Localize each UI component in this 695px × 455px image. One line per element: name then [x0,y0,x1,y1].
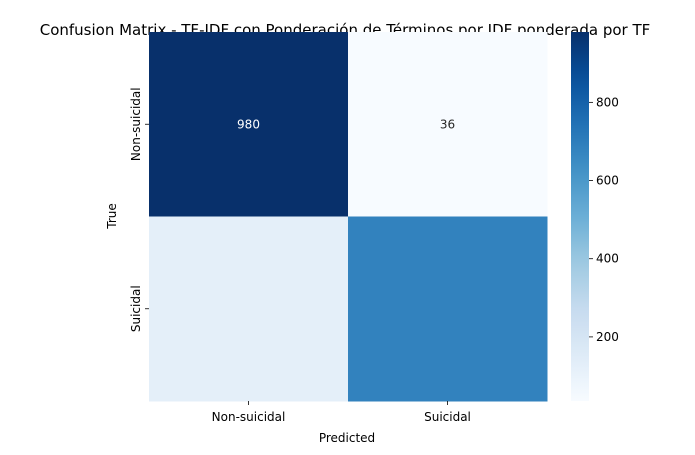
x-tick-label: Suicidal [424,410,471,424]
cell-value-label: 980 [237,117,260,131]
colorbar [571,32,589,401]
y-axis-ticks: Non-suicidal Suicidal [129,87,149,332]
y-axis-label: True [105,203,119,230]
cell-value-label: 36 [440,117,455,131]
x-axis-label: Predicted [319,431,375,445]
heatmap-cell [149,32,349,217]
y-tick-label: Non-suicidal [129,87,143,161]
x-tick-label: Non-suicidal [212,410,286,424]
heatmap-cell-labels: 980 36 [237,117,455,131]
heatmap-cell [348,32,548,217]
colorbar-ticks: 200 400 600 800 [589,95,619,344]
heatmap-cells [149,32,548,402]
y-tick-label: Suicidal [129,285,143,332]
colorbar-tick-label: 600 [596,174,619,188]
colorbar-tick-label: 400 [596,252,619,266]
heatmap-cell [348,216,548,402]
x-axis-ticks: Non-suicidal Suicidal [212,401,471,424]
colorbar-tick-label: 200 [596,330,619,344]
colorbar-tick-label: 800 [596,95,619,109]
heatmap-cell [149,216,349,402]
